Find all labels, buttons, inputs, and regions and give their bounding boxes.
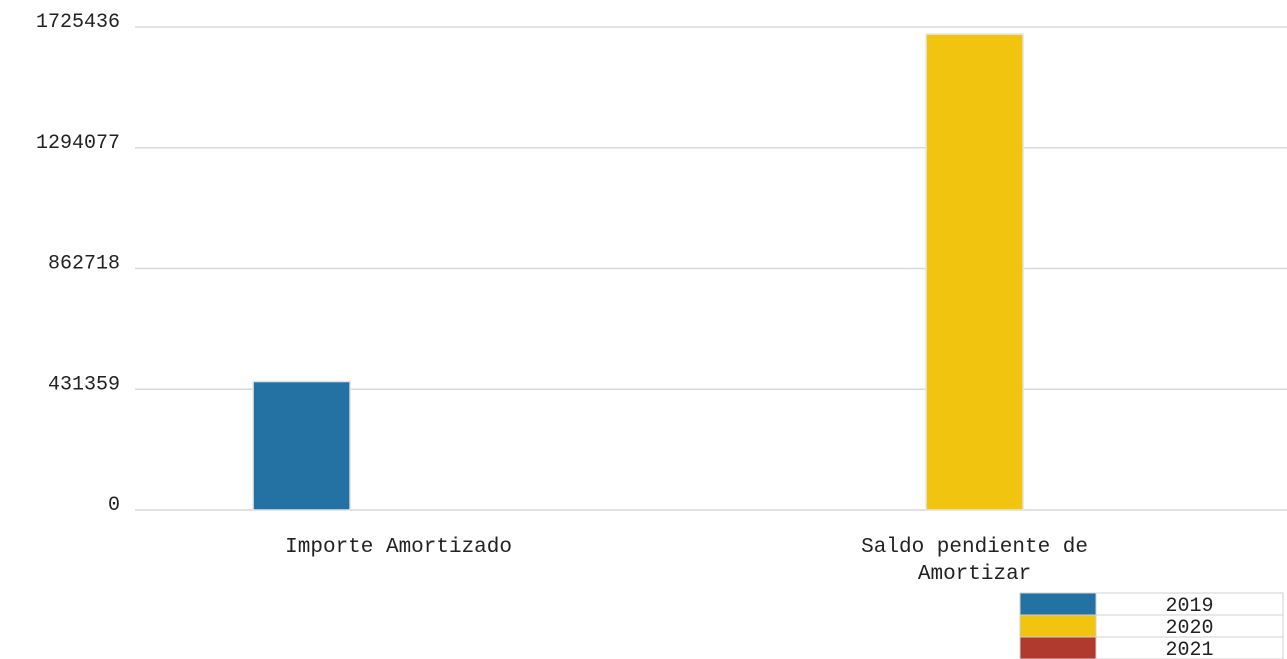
y-axis-ticks: 0 431359 862718 1294077 1725436 [36,11,120,517]
legend-swatch [1019,614,1097,638]
y-tick-label: 0 [108,494,120,517]
y-tick-label: 862718 [48,253,120,276]
legend-entry-2021: 2021 [1019,636,1284,659]
legend-label: 2019 [1165,595,1213,618]
y-tick-label: 1725436 [36,11,120,34]
x-category-label: Amortizar [918,563,1031,586]
bars [252,33,1024,511]
bar-2019 [252,380,351,511]
legend-entry-2020: 2020 [1019,614,1284,640]
legend-label: 2021 [1165,639,1213,659]
legend-label: 2020 [1165,617,1213,640]
y-tick-label: 1294077 [36,132,120,155]
legend-swatch [1019,636,1097,659]
bar-2020 [925,33,1024,511]
x-category-label: Saldo pendiente de [861,536,1088,559]
legend-entry-2019: 2019 [1019,592,1284,618]
legend-cell [1095,636,1284,659]
legend-swatch [1019,592,1097,616]
y-tick-label: 431359 [48,373,120,396]
x-axis-labels: Importe Amortizado Saldo pendiente de Amor… [285,536,1088,586]
x-category-label: Importe Amortizado [285,536,512,559]
